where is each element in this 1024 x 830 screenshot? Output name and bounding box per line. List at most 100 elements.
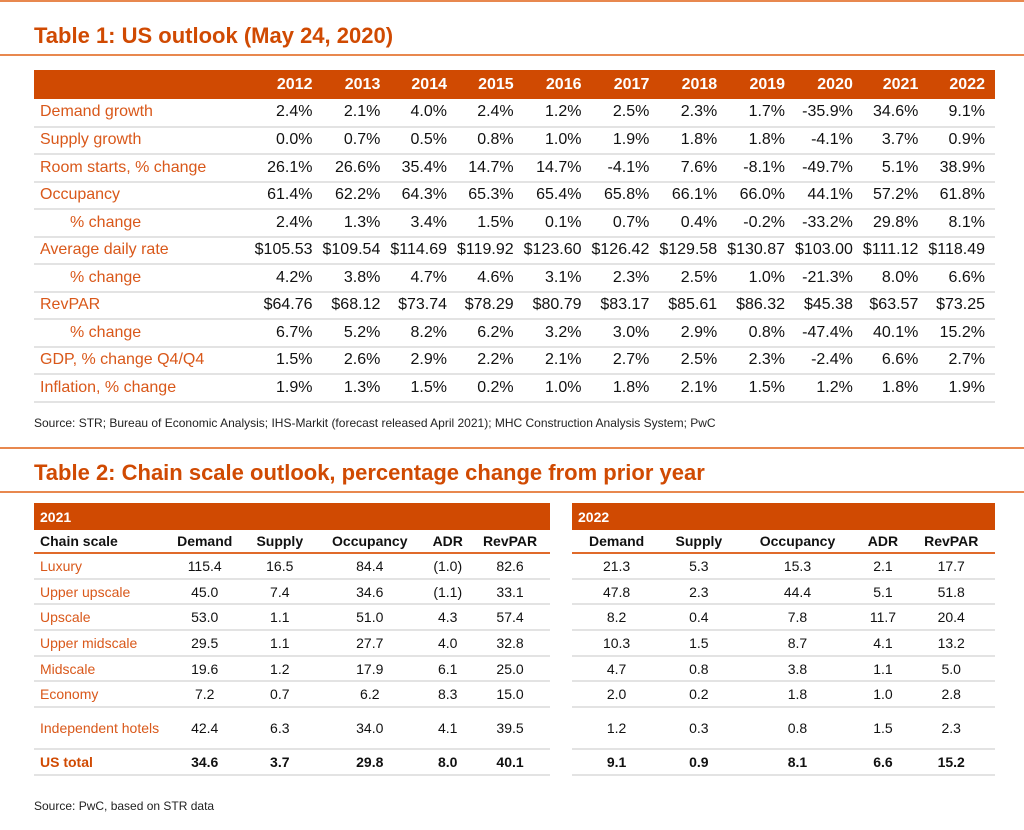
table1-title: Table 1: US outlook (May 24, 2020) bbox=[34, 23, 394, 48]
table-row: 2.0 0.2 1.8 1.0 2.8 bbox=[572, 681, 995, 709]
column-header: Chain scale bbox=[34, 530, 164, 554]
table-row: 10.3 1.5 8.7 4.1 13.2 bbox=[572, 630, 995, 657]
cell-value: 2.3% bbox=[591, 264, 660, 293]
cell-value: -4.1% bbox=[795, 126, 863, 155]
cell-value: 25.0 bbox=[470, 655, 550, 683]
cell-value: $129.58 bbox=[659, 236, 728, 265]
cell-value: 33.1 bbox=[470, 578, 550, 606]
cell-value: 6.6% bbox=[928, 264, 995, 293]
column-header: RevPAR bbox=[470, 530, 550, 554]
cell-value: 2.8 bbox=[907, 681, 995, 709]
year-header: 2020 bbox=[795, 70, 863, 99]
cell-value: 8.2% bbox=[390, 319, 457, 348]
cell-value: 65.3% bbox=[457, 181, 524, 210]
cell-value: 1.8% bbox=[591, 374, 660, 403]
cell-value: (1.1) bbox=[425, 578, 471, 606]
cell-value: 1.7% bbox=[727, 99, 796, 128]
column-header: ADR bbox=[425, 530, 471, 554]
cell-value: 0.1% bbox=[523, 209, 592, 238]
cell-value: 2.3% bbox=[727, 346, 796, 375]
cell-value: 4.6% bbox=[457, 264, 524, 293]
cell-value: $83.17 bbox=[591, 291, 660, 320]
cell-value: 29.5 bbox=[164, 630, 246, 657]
cell-value: 5.0 bbox=[907, 655, 995, 683]
year-2022-bar: 2022 bbox=[572, 503, 995, 530]
cell-value: 9.1 bbox=[572, 749, 662, 776]
cell-value: 1.8% bbox=[659, 126, 728, 155]
cell-value: $103.00 bbox=[795, 236, 863, 265]
cell-value: 1.9% bbox=[928, 374, 995, 403]
cell-value: 34.6 bbox=[314, 578, 426, 606]
cell-value: 6.3 bbox=[245, 707, 315, 751]
cell-value: 1.1 bbox=[245, 604, 315, 632]
cell-value: 51.0 bbox=[314, 604, 426, 632]
table2-title: Table 2: Chain scale outlook, percentage… bbox=[34, 460, 705, 485]
cell-value: 3.7% bbox=[862, 126, 929, 155]
cell-value: 2.4% bbox=[457, 99, 524, 128]
year-2021-bar: 2021 bbox=[34, 503, 550, 530]
cell-value: 1.2 bbox=[572, 707, 662, 751]
year-header: 2022 bbox=[928, 70, 995, 99]
cell-value: 2.9% bbox=[390, 346, 457, 375]
table-row: 4.7 0.8 3.8 1.1 5.0 bbox=[572, 655, 995, 683]
cell-value: $114.69 bbox=[390, 236, 457, 265]
table-row: % change 6.7% 5.2% 8.2% 6.2% 3.2% 3.0% 2.9% 0.8%… bbox=[34, 319, 995, 348]
row-label: Average daily rate bbox=[34, 236, 255, 265]
cell-value: 7.2 bbox=[164, 681, 246, 709]
row-label: Upper upscale bbox=[34, 578, 164, 606]
cell-value: 0.8 bbox=[661, 655, 737, 683]
cell-value: 4.7 bbox=[572, 655, 662, 683]
row-label: Independent hotels bbox=[34, 707, 164, 751]
cell-value: 1.5% bbox=[254, 346, 323, 375]
cell-value: $63.57 bbox=[862, 291, 929, 320]
cell-value: 0.4 bbox=[661, 604, 737, 632]
cell-value: 16.5 bbox=[245, 553, 315, 580]
cell-value: 1.2% bbox=[795, 374, 863, 403]
cell-value: 7.8 bbox=[736, 604, 859, 632]
year-header: 2015 bbox=[457, 70, 524, 99]
cell-value: 47.8 bbox=[572, 578, 662, 606]
cell-value: 34.0 bbox=[314, 707, 426, 751]
cell-value: 0.9 bbox=[661, 749, 737, 776]
cell-value: 57.2% bbox=[862, 181, 929, 210]
cell-value: 0.5% bbox=[390, 126, 457, 155]
cell-value: 66.1% bbox=[659, 181, 728, 210]
cell-value: $126.42 bbox=[591, 236, 660, 265]
cell-value: 6.2 bbox=[314, 681, 426, 709]
chain-scale-2021-table: 2021 Chain scale Demand Supply Occupancy ADR… bbox=[34, 503, 550, 776]
cell-value: $73.74 bbox=[390, 291, 457, 320]
cell-value: $64.76 bbox=[254, 291, 323, 320]
cell-value: 0.8 bbox=[736, 707, 859, 751]
year-header: 2021 bbox=[862, 70, 929, 99]
cell-value: 8.0% bbox=[862, 264, 929, 293]
table-row: 47.8 2.3 44.4 5.1 51.8 bbox=[572, 578, 995, 606]
cell-value: 4.7% bbox=[390, 264, 457, 293]
cell-value: 10.3 bbox=[572, 630, 662, 657]
row-label: Upscale bbox=[34, 604, 164, 632]
cell-value: 35.4% bbox=[390, 154, 457, 183]
table-row: 1.2 0.3 0.8 1.5 2.3 bbox=[572, 707, 995, 751]
cell-value: 1.0% bbox=[523, 126, 592, 155]
cell-value: 1.0% bbox=[523, 374, 592, 403]
cell-value: 3.7 bbox=[245, 749, 315, 776]
column-header: Occupancy bbox=[736, 530, 859, 554]
row-label: % change bbox=[34, 209, 255, 238]
cell-value: 11.7 bbox=[858, 604, 908, 632]
year-header: 2012 bbox=[254, 70, 323, 99]
table-row: Upscale 53.0 1.1 51.0 4.3 57.4 bbox=[34, 604, 550, 632]
cell-value: 2.3 bbox=[661, 578, 737, 606]
cell-value: 17.9 bbox=[314, 655, 426, 683]
row-label: % change bbox=[34, 264, 255, 293]
cell-value: 1.5% bbox=[727, 374, 796, 403]
cell-value: 2.5% bbox=[659, 264, 728, 293]
cell-value: 45.0 bbox=[164, 578, 246, 606]
cell-value: 4.0% bbox=[390, 99, 457, 128]
row-label: Occupancy bbox=[34, 181, 255, 210]
cell-value: -0.2% bbox=[727, 209, 796, 238]
cell-value: 1.3% bbox=[322, 209, 391, 238]
cell-value: 8.1% bbox=[928, 209, 995, 238]
cell-value: 2.1 bbox=[858, 553, 908, 580]
cell-value: 3.4% bbox=[390, 209, 457, 238]
table-row: GDP, % change Q4/Q4 1.5% 2.6% 2.9% 2.2% 2.1% 2… bbox=[34, 346, 995, 375]
year-header: 2013 bbox=[322, 70, 391, 99]
